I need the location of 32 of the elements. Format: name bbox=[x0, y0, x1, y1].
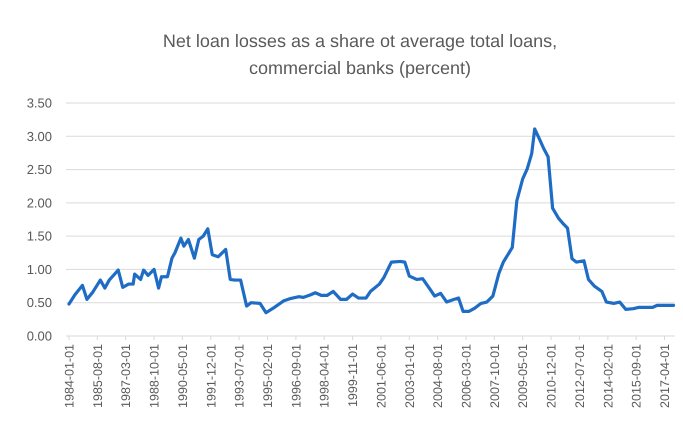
y-tick-label: 1.00 bbox=[26, 262, 52, 277]
y-tick-label: 1.50 bbox=[26, 228, 52, 244]
y-tick-label: 3.50 bbox=[26, 96, 52, 110]
y-tick-label: 0.50 bbox=[26, 295, 52, 310]
x-tick-label: 2012-07-01 bbox=[572, 344, 587, 408]
y-tick-label: 3.00 bbox=[26, 128, 52, 144]
x-tick-label: 2014-02-01 bbox=[601, 344, 616, 408]
x-tick-label: 1996-09-01 bbox=[289, 344, 304, 408]
x-tick-label: 2010-12-01 bbox=[544, 344, 559, 408]
x-tick-label: 2015-09-01 bbox=[630, 344, 644, 408]
line-series bbox=[67, 127, 676, 314]
x-tick-label: 1990-05-01 bbox=[176, 344, 190, 408]
x-tick-label: 1987-03-01 bbox=[119, 344, 134, 408]
x-tick-label: 2006-03-01 bbox=[459, 344, 474, 408]
x-tick-label: 2001-06-01 bbox=[374, 344, 388, 408]
x-tick-label: 1995-02-01 bbox=[261, 344, 276, 408]
chart-title: Net loan losses as a share ot average total loans, commercial banks (percent) bbox=[162, 31, 558, 78]
y-tick-label: 2.00 bbox=[26, 195, 52, 210]
x-tick-label: 1988-10-01 bbox=[148, 344, 162, 408]
x-tick-label: 1998-04-01 bbox=[318, 344, 332, 408]
x-tick-label: 2004-08-01 bbox=[431, 344, 446, 408]
x-tick-label: 1991-12-01 bbox=[204, 344, 218, 408]
x-tick-label: 2009-05-01 bbox=[516, 344, 530, 408]
x-tick-label: 1984-01-01 bbox=[62, 344, 76, 408]
x-tick-label: 2017-04-01 bbox=[658, 344, 672, 408]
x-tick-label: 1993-07-01 bbox=[232, 344, 247, 408]
x-tick-label: 2003-01-01 bbox=[402, 344, 417, 408]
y-tick-label: 0.00 bbox=[26, 328, 52, 344]
x-tick-label: 1985-08-01 bbox=[90, 344, 105, 408]
x-tick-label: 2007-10-01 bbox=[488, 344, 502, 408]
y-tick-label: 2.50 bbox=[26, 162, 52, 178]
x-tick-label: 1999-11-01 bbox=[346, 344, 360, 408]
